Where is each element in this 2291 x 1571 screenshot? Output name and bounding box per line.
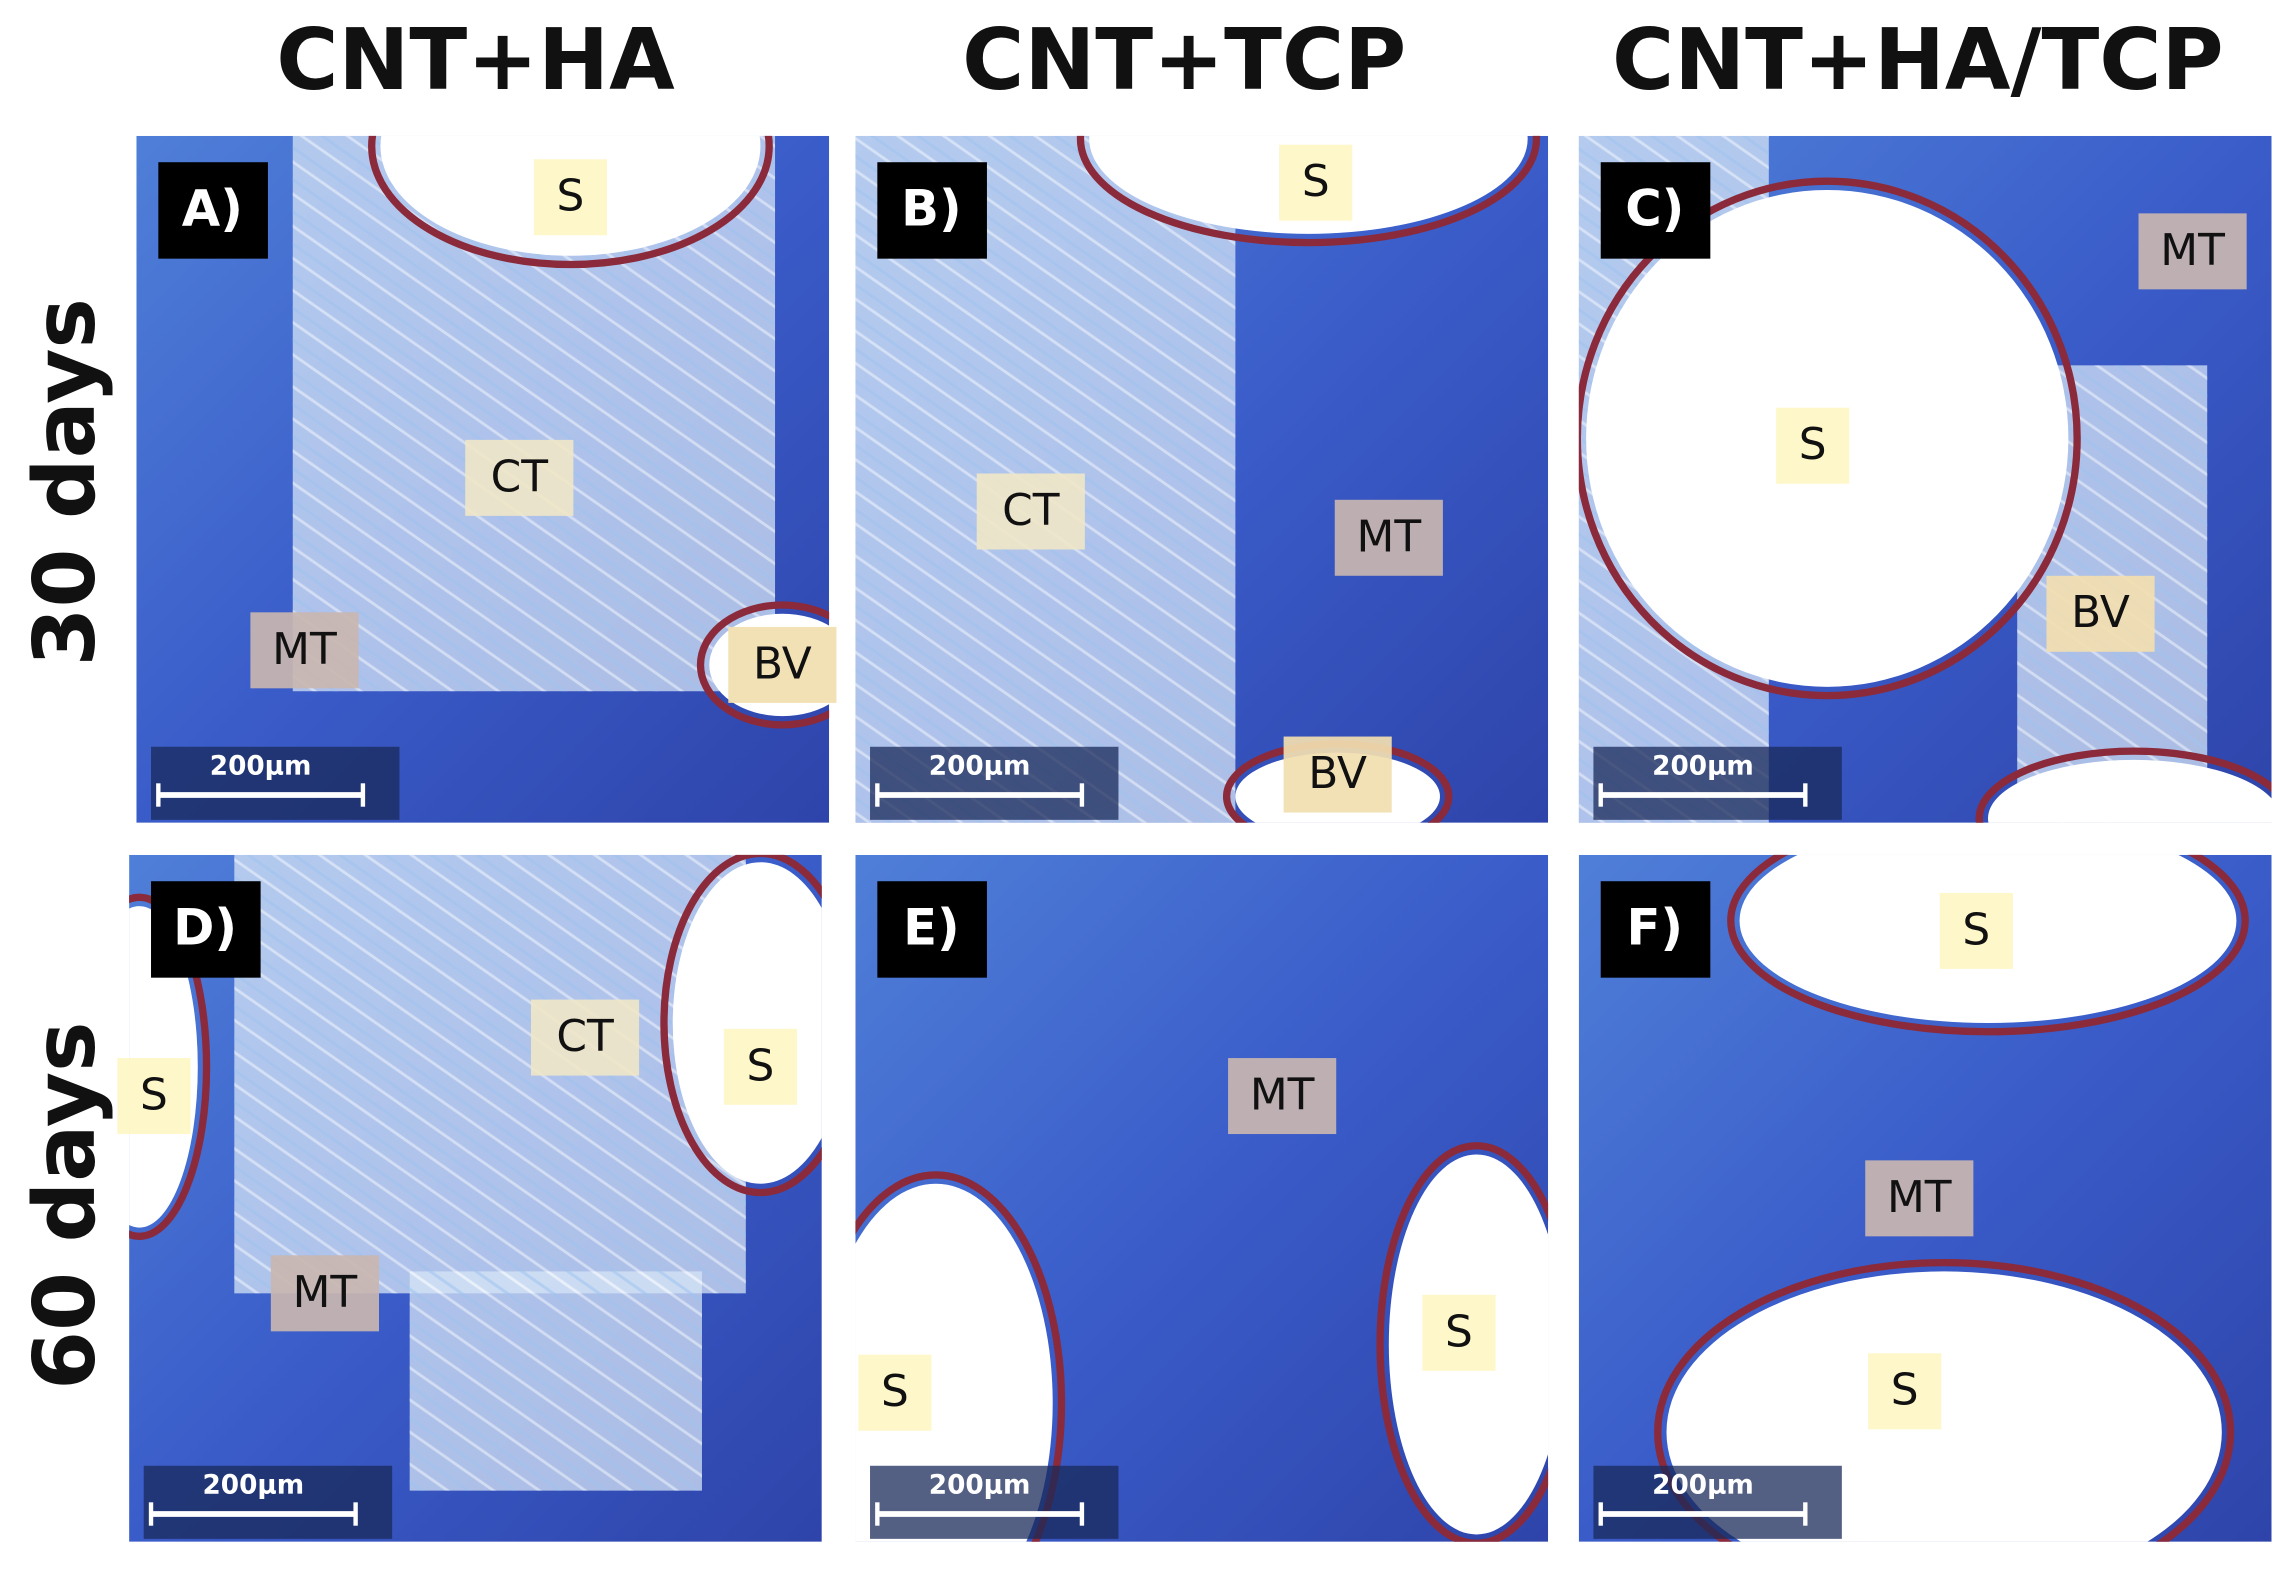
panel: C) MT S BV 200µm: [1578, 135, 2272, 823]
panel: E) MT S S 200µm: [855, 854, 1549, 1542]
column-header: CNT+HA: [276, 10, 675, 109]
scale-bar-label: 200µm: [929, 752, 1031, 782]
space-rim: [129, 893, 211, 1240]
region-label: S: [140, 1070, 168, 1121]
label-box: [533, 159, 607, 236]
space-rim: [660, 854, 822, 1197]
panel-letter: C): [1625, 179, 1684, 237]
label-box: [1868, 1353, 1942, 1430]
space-rim: [855, 1171, 1066, 1542]
scale-bar-label: 200µm: [202, 1471, 304, 1501]
space-rim: [1076, 135, 1541, 247]
region-label: MT: [2160, 225, 2225, 276]
scale-bar-box: [1593, 746, 1842, 820]
panel-letter: D): [173, 898, 237, 956]
panel: D) CT S S MT 200µm: [117, 854, 822, 1542]
row-header: 30 days: [15, 298, 114, 666]
panel-letter-box: [1600, 162, 1711, 259]
label-box: [1776, 407, 1850, 484]
label-box: [858, 1354, 932, 1431]
panel: B) S CT MT BV 200µm: [855, 135, 1549, 823]
panel-letter-box: [151, 881, 261, 978]
label-box: [1334, 499, 1443, 576]
micrograph: [855, 135, 1549, 823]
panel-letter: E): [903, 898, 960, 956]
region-label: S: [557, 171, 585, 222]
panel-letter-box: [877, 881, 987, 978]
label-box: [465, 439, 574, 516]
region-label: MT: [293, 1267, 358, 1318]
scale-bar-box: [1593, 1465, 1842, 1539]
label-box: [270, 1255, 379, 1332]
panel: F) S MT S 200µm: [1578, 854, 2272, 1542]
region-label: S: [1962, 904, 1990, 955]
region-label: S: [1799, 419, 1827, 470]
region-label: BV: [753, 638, 812, 689]
label-box: [1228, 1058, 1337, 1135]
label-box: [1865, 1160, 1974, 1237]
label-box: [728, 626, 837, 703]
scale-bar-label: 200µm: [1652, 752, 1754, 782]
row-header: 60 days: [15, 1021, 114, 1389]
scale-bar-box: [151, 746, 400, 820]
label-box: [976, 473, 1085, 550]
label-box: [1279, 144, 1353, 221]
label-box: [2046, 575, 2155, 652]
scale-bar-label: 200µm: [1652, 1471, 1754, 1501]
label-box: [1422, 1294, 1496, 1371]
panels: A) S CT MT BV 200µm B) S CT MT BV 200µm C) MT S BV 200µm…: [117, 135, 2272, 1542]
region-label: MT: [272, 624, 337, 675]
panel-letter-box: [1600, 881, 1711, 978]
panel-letter-box: [158, 162, 268, 259]
label-box: [1283, 736, 1392, 813]
label-box: [530, 999, 640, 1076]
space-rim: [1654, 1259, 2235, 1542]
scale-bar-box: [870, 1465, 1119, 1539]
region-label: BV: [2071, 587, 2130, 638]
column-header: CNT+TCP: [962, 10, 1406, 109]
space: [1988, 759, 2272, 823]
label-box: [2138, 213, 2247, 290]
panel-letter: F): [1626, 898, 1683, 956]
fibers: [409, 1271, 702, 1491]
space-rim: [368, 135, 773, 269]
space-rim: [1727, 854, 2249, 1036]
micrograph: [136, 135, 830, 823]
fibers: [234, 854, 746, 1294]
space-rim: [1376, 1142, 1549, 1542]
label-box: [250, 612, 359, 689]
region-label: S: [881, 1366, 909, 1417]
label-box: [1939, 892, 2013, 969]
panel-letter: A): [182, 179, 243, 237]
space-rim: [1578, 177, 2081, 700]
scale-bar-box: [143, 1465, 393, 1539]
region-label: MT: [1887, 1172, 1952, 1223]
region-label: BV: [1308, 748, 1367, 799]
region-label: CT: [491, 451, 549, 502]
label-box: [723, 1028, 797, 1105]
label-box: [117, 1058, 191, 1135]
space-rim: [1975, 747, 2272, 823]
panel: A) S CT MT BV 200µm: [136, 135, 837, 823]
space-rim: [696, 601, 830, 729]
scale-bar-label: 200µm: [210, 752, 312, 782]
panel-letter: B): [901, 179, 962, 237]
region-label: CT: [556, 1011, 614, 1062]
region-label: S: [1891, 1365, 1919, 1416]
panel-letter-box: [877, 162, 987, 259]
space: [855, 1183, 1053, 1542]
space: [672, 862, 822, 1184]
region-label: S: [1302, 156, 1330, 207]
region-label: S: [1445, 1306, 1473, 1357]
scale-bar-label: 200µm: [929, 1471, 1031, 1501]
scale-bar-box: [870, 746, 1119, 820]
region-label: S: [747, 1040, 775, 1091]
region-label: MT: [1357, 511, 1422, 562]
region-label: CT: [1002, 485, 1060, 536]
region-label: MT: [1250, 1070, 1315, 1121]
column-header: CNT+HA/TCP: [1612, 10, 2224, 109]
